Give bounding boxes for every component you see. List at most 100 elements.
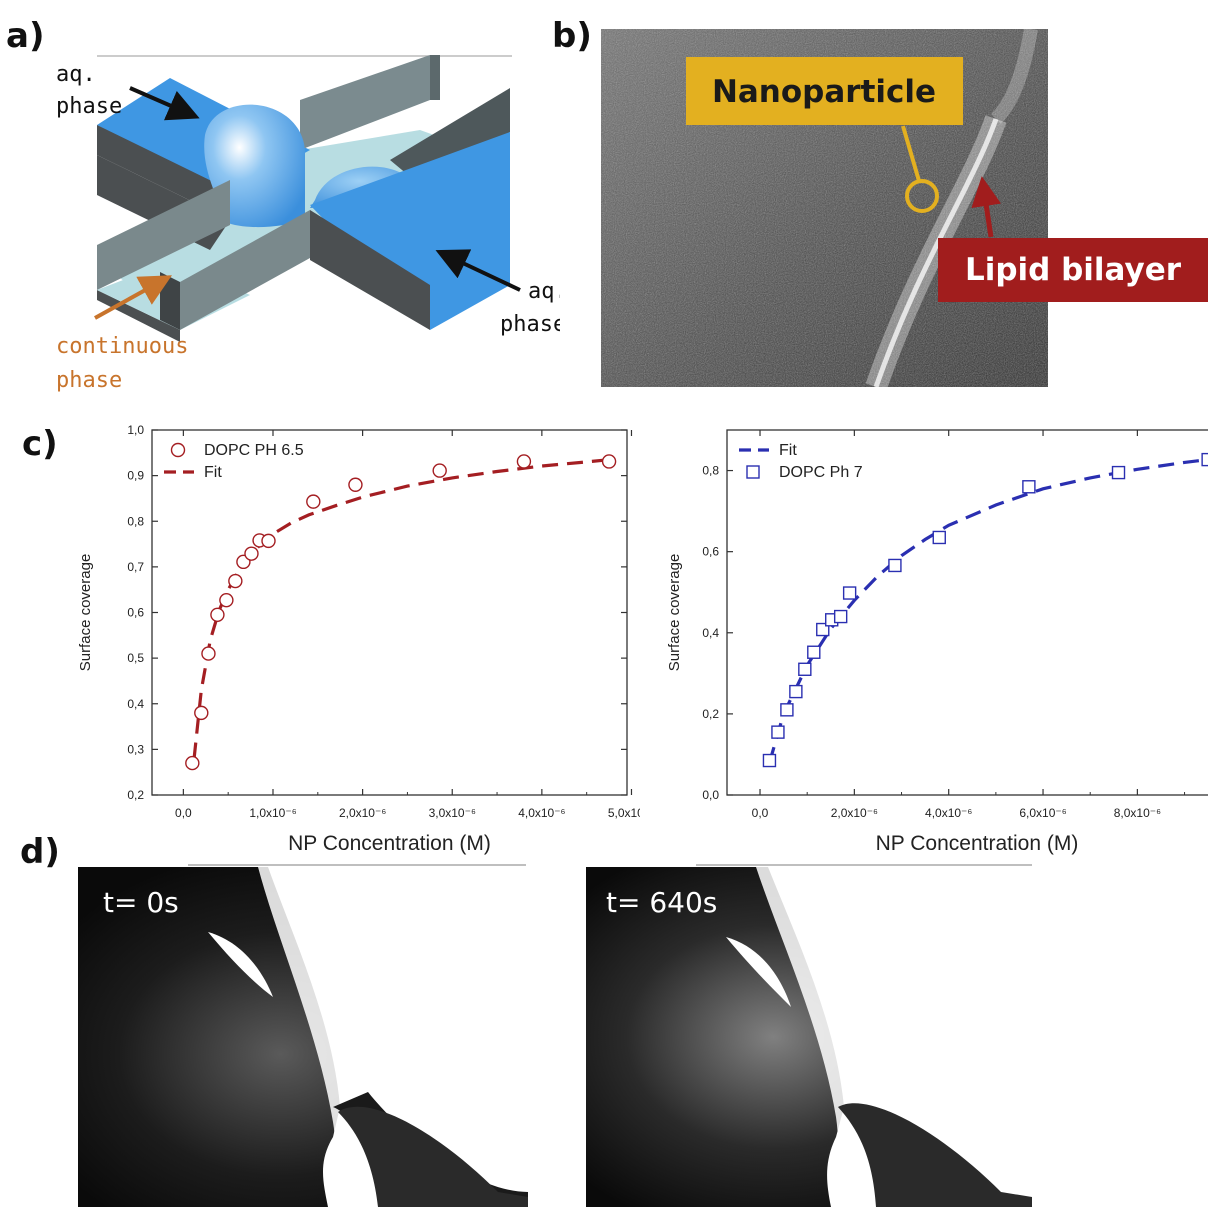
data-point [348, 477, 363, 492]
y-tick-label: 0,4 [702, 626, 719, 640]
x-tick-label: 2,0x10⁻⁶ [831, 806, 878, 820]
data-point [798, 662, 812, 676]
data-point [210, 607, 225, 622]
timelapse-frame-640s: t= 640s [586, 864, 1032, 1207]
label-aq-right-1: aq. [528, 279, 560, 304]
data-point [762, 753, 777, 768]
data-point [1201, 452, 1208, 467]
interface-highlight [208, 932, 273, 997]
label-aq-top-2: phase [56, 94, 122, 119]
droplet-right [338, 1106, 528, 1207]
legend-label: DOPC Ph 7 [779, 464, 863, 481]
data-point [807, 645, 821, 659]
droplet-right [838, 1103, 1032, 1207]
x-tick-label: 6,0x10⁻⁶ [1019, 806, 1066, 820]
x-tick-label: 0,0 [752, 806, 769, 820]
y-axis-label: Surface coverage [666, 554, 683, 672]
panel-label-a: a) [6, 16, 45, 56]
legend-marker [170, 442, 186, 458]
plot-frame [726, 429, 1208, 796]
bilayer-label-box-overflow [938, 238, 1208, 302]
data-point [244, 546, 259, 561]
data-point [1022, 480, 1036, 494]
y-tick-label: 0,6 [127, 606, 144, 620]
x-tick-label: 3,0x10⁻⁶ [429, 806, 476, 820]
data-point [789, 684, 803, 699]
data-point [228, 573, 243, 589]
nanoparticle-pointer [901, 125, 921, 182]
fit-line [192, 457, 614, 759]
y-tick-label: 0,8 [702, 464, 719, 478]
label-aq-right-2: phase [500, 312, 560, 337]
y-tick-label: 0,7 [127, 560, 144, 574]
data-point [780, 703, 794, 717]
chart-ph65: 0,0 1,0x10⁻⁶ 2,0x10⁻⁶ 3,0x10⁻⁶ 4,0x10⁻⁶ 5,0x1… [77, 423, 640, 855]
data-point [432, 463, 447, 478]
bilayer-label: Lipid bilayer [964, 252, 1182, 288]
x-axis-label: NP Concentration (M) [876, 832, 1079, 855]
y-tick-label: 1,0 [127, 423, 144, 437]
y-tick-label: 0,3 [127, 742, 144, 756]
panel-label-c: c) [22, 424, 58, 464]
data-point [842, 586, 857, 600]
micrograph-image: Nanoparticle [601, 29, 1048, 387]
x-tick-label: 4,0x10⁻⁶ [925, 806, 972, 820]
interface-highlight [726, 937, 791, 1007]
bilayer-line [873, 118, 999, 387]
droplet-left [268, 867, 528, 1207]
wall-back-right [300, 55, 430, 150]
x-tick-label: 2,0x10⁻⁶ [339, 806, 386, 820]
legend-label: Fit [779, 442, 797, 459]
y-tick-label: 0,8 [127, 514, 144, 528]
data-point [516, 454, 532, 469]
data-point [306, 494, 321, 509]
bilayer-top [990, 29, 1038, 124]
legend-marker [746, 465, 760, 479]
nanoparticle-label-box [686, 57, 963, 125]
arrow-aq-top [129, 86, 200, 121]
microfluidic-junction-diagram: aq. phase aq. phase continuous phase [56, 55, 560, 393]
y-tick-label: 0,5 [127, 651, 144, 665]
data-point [185, 755, 200, 771]
y-tick-label: 0,9 [127, 469, 144, 483]
y-tick-label: 0,4 [127, 697, 144, 711]
x-tick-label: 8,0x10⁻⁶ [1114, 806, 1161, 820]
timelapse-label-0s: t= 0s [103, 886, 179, 919]
bilayer-pointer [971, 176, 1002, 238]
wall-front-left [97, 180, 230, 290]
wall-front-left-base [97, 290, 180, 342]
timelapse-frame-0s: t= 0s [78, 864, 528, 1207]
timelapse-label-640s: t= 640s [606, 886, 717, 919]
label-continuous-2: phase [56, 368, 122, 393]
data-point [771, 725, 785, 739]
x-tick-label: 5,0x10⁻⁶ [608, 806, 640, 820]
data-point [601, 454, 617, 469]
data-point [888, 558, 902, 573]
legend-label: DOPC PH 6.5 [204, 442, 304, 459]
wall-front-center [180, 210, 310, 330]
panel-label-b: b) [552, 16, 592, 56]
nanoparticle-circle [905, 179, 939, 213]
label-aq-top-1: aq. [56, 62, 96, 87]
wall-back-right-edge [430, 55, 440, 100]
panel-label-d: d) [20, 832, 60, 872]
arrow-continuous [94, 275, 172, 320]
x-axis-label: NP Concentration (M) [288, 832, 491, 855]
x-tick-label: 0,0 [175, 806, 192, 820]
data-point [194, 705, 209, 721]
arrow-aq-right [435, 249, 521, 292]
nanoparticle-label: Nanoparticle [712, 74, 936, 110]
y-axis-label: Surface coverage [77, 554, 94, 672]
wall-front-edge [160, 272, 180, 330]
aqueous-channel-right [310, 132, 510, 330]
data-point [261, 533, 276, 549]
data-point [833, 609, 848, 624]
chart-ph7: 0,02,0x10⁻⁶4,0x10⁻⁶6,0x10⁻⁶8,0x10⁻⁶1,0x1… [666, 429, 1208, 855]
data-point [1111, 465, 1126, 480]
x-tick-label: 4,0x10⁻⁶ [518, 806, 565, 820]
y-tick-label: 0,0 [702, 788, 719, 802]
droplet-left [768, 867, 1032, 1207]
y-tick-label: 0,6 [702, 545, 719, 559]
y-tick-label: 0,2 [127, 788, 144, 802]
y-tick-label: 0,2 [702, 707, 719, 721]
